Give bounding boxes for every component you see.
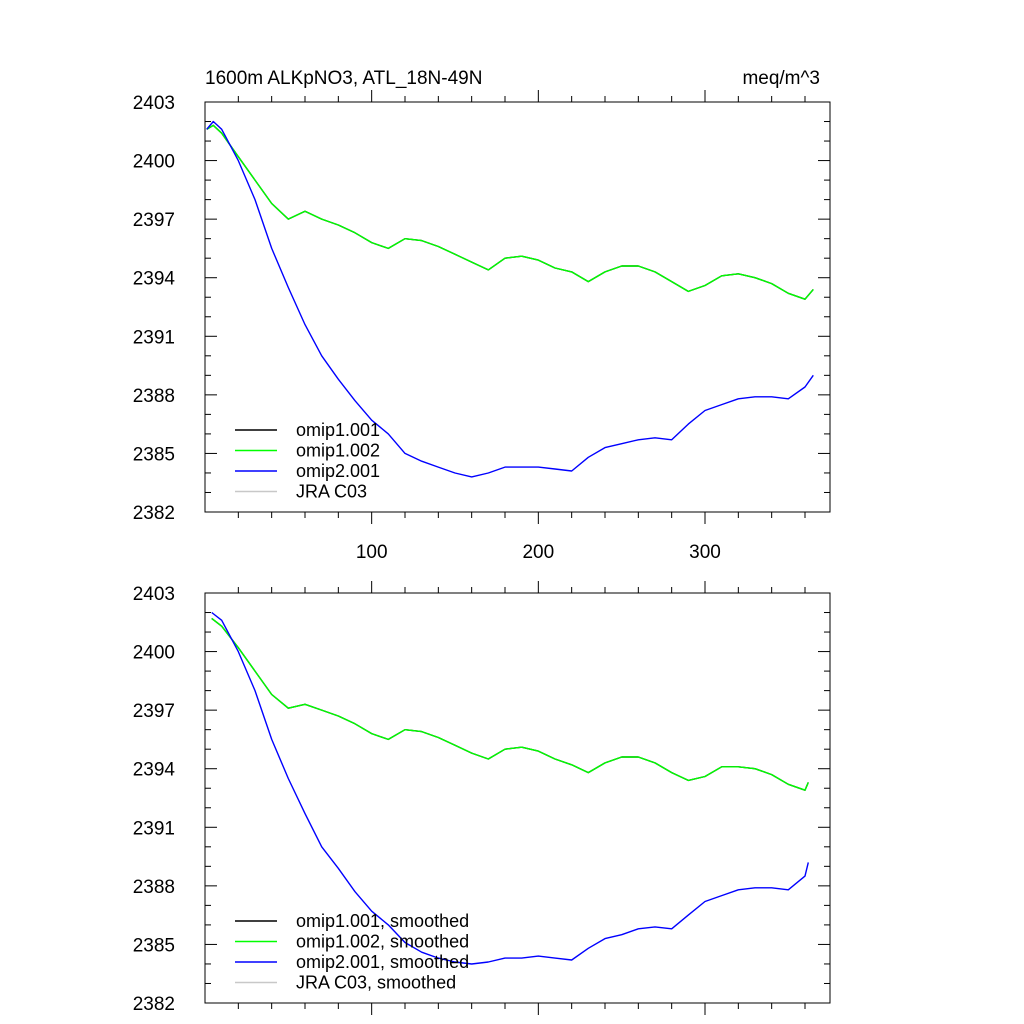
legend-label: omip1.002, smoothed: [296, 932, 469, 952]
top-panel: 2382 2385 2388 2391 2394 2397 2400 2403 100 200 30…: [133, 90, 831, 563]
legend-label: JRA C03, smoothed: [296, 973, 456, 993]
x-tick-label: 200: [522, 542, 554, 563]
figure-units: meq/m^3: [742, 68, 820, 89]
plot-frame: [204, 592, 831, 1004]
y-tick-label: 2382: [133, 503, 175, 524]
bottom-panel: 2382 2385 2388 2391 2394 2397 2400 2403 omip1.00…: [133, 581, 831, 1015]
legend-label: omip1.001: [296, 420, 380, 440]
x-tick-label: 100: [356, 542, 388, 563]
y-tick-label: 2394: [133, 269, 176, 290]
series-line: [206, 124, 814, 300]
y-tick-label: 2400: [133, 152, 175, 173]
legend-label: omip2.001, smoothed: [296, 952, 469, 972]
y-tick-label: 2400: [133, 643, 175, 664]
y-tick-label: 2391: [133, 818, 175, 839]
figure-title: 1600m ALKpNO3, ATL_18N-49N: [205, 68, 482, 89]
y-tick-label: 2403: [133, 93, 175, 114]
y-tick-label: 2388: [133, 877, 175, 898]
y-tick-label: 2397: [133, 701, 175, 722]
y-tick-label: 2388: [133, 386, 175, 407]
legend-label: JRA C03: [296, 482, 367, 502]
series-line: [206, 120, 814, 478]
x-tick-label: 300: [689, 542, 721, 563]
legend-label: omip2.001: [296, 461, 380, 481]
y-tick-label: 2403: [133, 584, 175, 605]
y-tick-label: 2385: [133, 444, 175, 465]
legend-label: omip1.002: [296, 441, 380, 461]
y-tick-label: 2385: [133, 935, 175, 956]
series-line: [206, 124, 814, 300]
series-line: [211, 617, 809, 791]
y-tick-label: 2397: [133, 210, 175, 231]
y-tick-label: 2382: [133, 994, 175, 1015]
series-line: [211, 617, 809, 791]
y-tick-label: 2394: [133, 760, 176, 781]
plot-frame: [204, 101, 831, 513]
legend-label: omip1.001, smoothed: [296, 911, 469, 931]
series-line: [211, 611, 809, 965]
y-tick-label: 2391: [133, 327, 175, 348]
